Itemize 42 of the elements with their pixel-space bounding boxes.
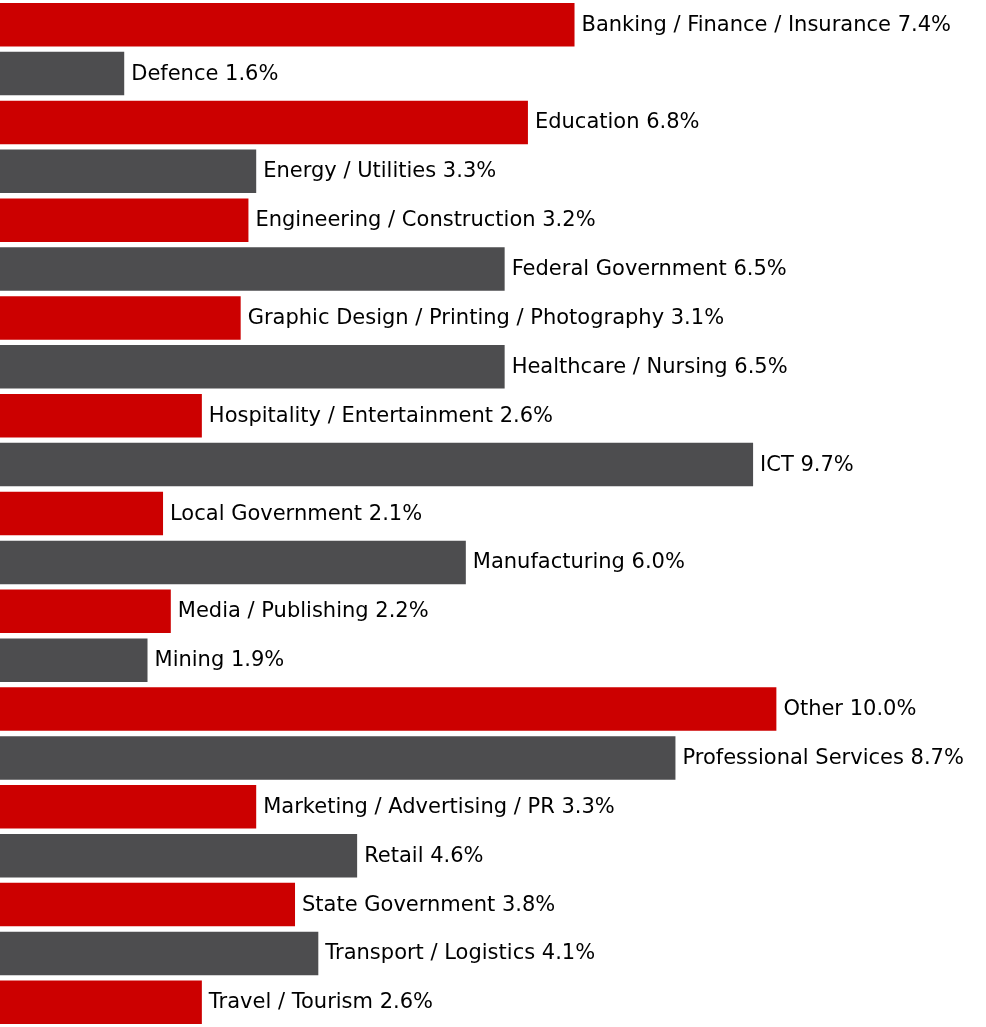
bar bbox=[0, 931, 319, 976]
bar bbox=[0, 736, 676, 780]
bar bbox=[0, 296, 241, 340]
data-label: Engineering / Construction 3.2% bbox=[255, 207, 596, 232]
bar bbox=[0, 345, 505, 389]
data-label: Manufacturing 6.0% bbox=[472, 549, 685, 574]
data-label: State Government 3.8% bbox=[302, 891, 556, 916]
data-label: Local Government 2.1% bbox=[170, 500, 423, 525]
bar bbox=[0, 491, 164, 536]
bar bbox=[0, 785, 257, 829]
bar bbox=[0, 540, 466, 585]
bar bbox=[0, 589, 171, 634]
bar bbox=[0, 100, 528, 145]
bar bbox=[0, 198, 249, 242]
data-label: Mining 1.9% bbox=[154, 647, 285, 672]
data-label: Marketing / Advertising / PR 3.3% bbox=[263, 793, 615, 818]
bar bbox=[0, 638, 148, 682]
data-label: Other 10.0% bbox=[783, 696, 917, 721]
data-label: Travel / Tourism 2.6% bbox=[207, 989, 434, 1014]
bar bbox=[0, 393, 202, 438]
data-label: Defence 1.6% bbox=[131, 60, 279, 85]
data-label: Media / Publishing 2.2% bbox=[177, 598, 429, 623]
data-label: Federal Government 6.5% bbox=[511, 256, 787, 281]
data-label: Banking / Finance / Insurance 7.4% bbox=[581, 11, 951, 36]
bar bbox=[0, 980, 202, 1025]
data-label: Transport / Logistics 4.1% bbox=[324, 940, 596, 965]
bar bbox=[0, 51, 125, 96]
bar bbox=[0, 833, 358, 878]
bar bbox=[0, 2, 575, 47]
bar bbox=[0, 687, 777, 731]
data-label: Retail 4.6% bbox=[364, 842, 484, 867]
data-label: Graphic Design / Printing / Photography 3.1% bbox=[247, 304, 725, 329]
bar bbox=[0, 442, 754, 487]
data-label: Professional Services 8.7% bbox=[682, 744, 964, 769]
data-label: Healthcare / Nursing 6.5% bbox=[511, 353, 788, 378]
data-label: Hospitality / Entertainment 2.6% bbox=[208, 402, 554, 427]
data-label: Energy / Utilities 3.3% bbox=[263, 158, 497, 183]
bar bbox=[0, 149, 257, 194]
bar bbox=[0, 247, 505, 291]
bar bbox=[0, 882, 296, 927]
data-label: ICT 9.7% bbox=[760, 451, 854, 476]
data-label: Education 6.8% bbox=[534, 109, 700, 134]
